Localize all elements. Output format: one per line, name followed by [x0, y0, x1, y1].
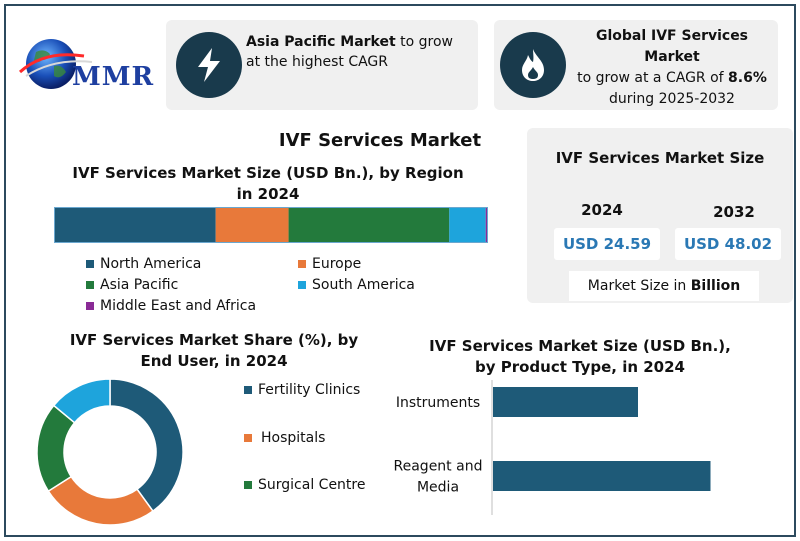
product-chart-title: IVF Services Market Size (USD Bn.), by P… — [429, 337, 731, 376]
legend-swatch — [86, 260, 94, 268]
legend-swatch — [298, 281, 306, 289]
highlight-cagr-text: Global IVF Services Market to grow at a … — [570, 26, 774, 110]
legend-fertility-clinics: Fertility Clinics — [244, 382, 360, 398]
flame-icon — [500, 32, 566, 98]
value-2024: USD 24.59 — [554, 228, 660, 260]
main-title: IVF Services Market — [278, 130, 482, 151]
highlight-asia-rest: to grow at the highest CAGR — [246, 34, 453, 70]
legend-swatch — [244, 481, 252, 489]
legend-north-america: North America — [86, 256, 201, 272]
product-tick-label-reagent-and-media: Reagent and Media — [394, 459, 483, 496]
year-2024: 2024 — [581, 201, 623, 219]
highlight-cagr-line2-pre: to grow at a CAGR of — [577, 70, 729, 86]
donut-slice-others — [52, 378, 111, 424]
region-bar-outline — [54, 207, 488, 243]
legend-label: North America — [100, 256, 202, 272]
product-tick-label-line: Media — [417, 480, 459, 496]
legend-swatch — [244, 386, 252, 394]
legend-swatch — [298, 260, 306, 268]
region-bar-segment-europe — [215, 208, 289, 242]
highlight-card-asia: Asia Pacific Market to grow at the highe… — [166, 20, 478, 110]
legend-surgical-centre: Surgical Centre — [244, 477, 365, 493]
legend-asia-pacific: Asia Pacific — [86, 277, 178, 293]
size-note-bold: Billion — [690, 278, 741, 294]
size-note: Market Size in Billion — [569, 271, 759, 301]
highlight-card-cagr: Global IVF Services Market to grow at a … — [494, 20, 778, 110]
legend-south-america: South America — [298, 277, 415, 293]
lightning-bolt-icon — [176, 32, 242, 98]
legend-label: Surgical Centre — [258, 477, 366, 493]
mmr-logo: MMR — [14, 30, 164, 100]
product-bar-chart: Instruments Reagent and Media — [394, 380, 711, 515]
region-bar-segment-asia-pacific — [288, 208, 450, 242]
highlight-cagr-line3: during 2025-2032 — [609, 91, 735, 107]
legend-swatch — [86, 281, 94, 289]
legend-label: South America — [312, 277, 415, 293]
market-size-panel: IVF Services Market Size 2024 2032 USD 2… — [527, 128, 793, 303]
product-tick-label-line: Reagent and — [394, 459, 483, 475]
size-note-pre: Market Size in — [587, 278, 691, 294]
globe-icon — [18, 39, 93, 89]
product-tick-label-instruments: Instruments — [396, 395, 480, 411]
legend-label: Asia Pacific — [100, 277, 179, 293]
product-bar-instruments — [493, 387, 638, 417]
logo-text: MMR — [72, 62, 155, 92]
legend-europe: Europe — [298, 256, 361, 272]
region-chart-title: IVF Services Market Size (USD Bn.), by R… — [72, 164, 464, 203]
region-bar-segment-middle-east-and-africa — [485, 208, 487, 242]
highlight-cagr-rate: 8.6% — [728, 70, 767, 86]
product-bar-reagent-and-media — [493, 461, 711, 491]
legend-swatch — [244, 434, 252, 442]
highlight-cagr-line2: to grow at a CAGR of 8.6% — [570, 68, 774, 89]
legend-middle-east-africa: Middle East and Africa — [86, 298, 256, 314]
region-bar-segment-south-america — [449, 208, 486, 242]
enduser-chart-title: IVF Services Market Share (%), by End Us… — [69, 331, 359, 370]
donut-slice-hospitals — [47, 475, 154, 526]
legend-label: Hospitals — [261, 430, 326, 446]
region-stacked-bar — [54, 207, 488, 243]
legend-hospitals: Hospitals — [244, 430, 325, 446]
legend-label: Fertility Clinics — [258, 382, 361, 398]
enduser-donut-chart — [36, 378, 184, 526]
legend-label: Middle East and Africa — [100, 298, 257, 314]
year-2032: 2032 — [713, 203, 755, 221]
highlight-asia-text: Asia Pacific Market to grow at the highe… — [246, 32, 471, 72]
donut-slice-fertility-clinics — [109, 378, 184, 513]
legend-swatch — [86, 302, 94, 310]
legend-label: Europe — [312, 256, 362, 272]
value-2032: USD 48.02 — [675, 228, 781, 260]
outer-frame — [4, 4, 796, 537]
highlight-asia-bold: Asia Pacific Market — [246, 34, 396, 50]
region-bar-segment-north-america — [55, 208, 216, 242]
market-size-title: IVF Services Market Size — [555, 149, 765, 167]
product-tick-label-line: Instruments — [396, 395, 480, 411]
highlight-cagr-line1: Global IVF Services Market — [595, 28, 749, 65]
